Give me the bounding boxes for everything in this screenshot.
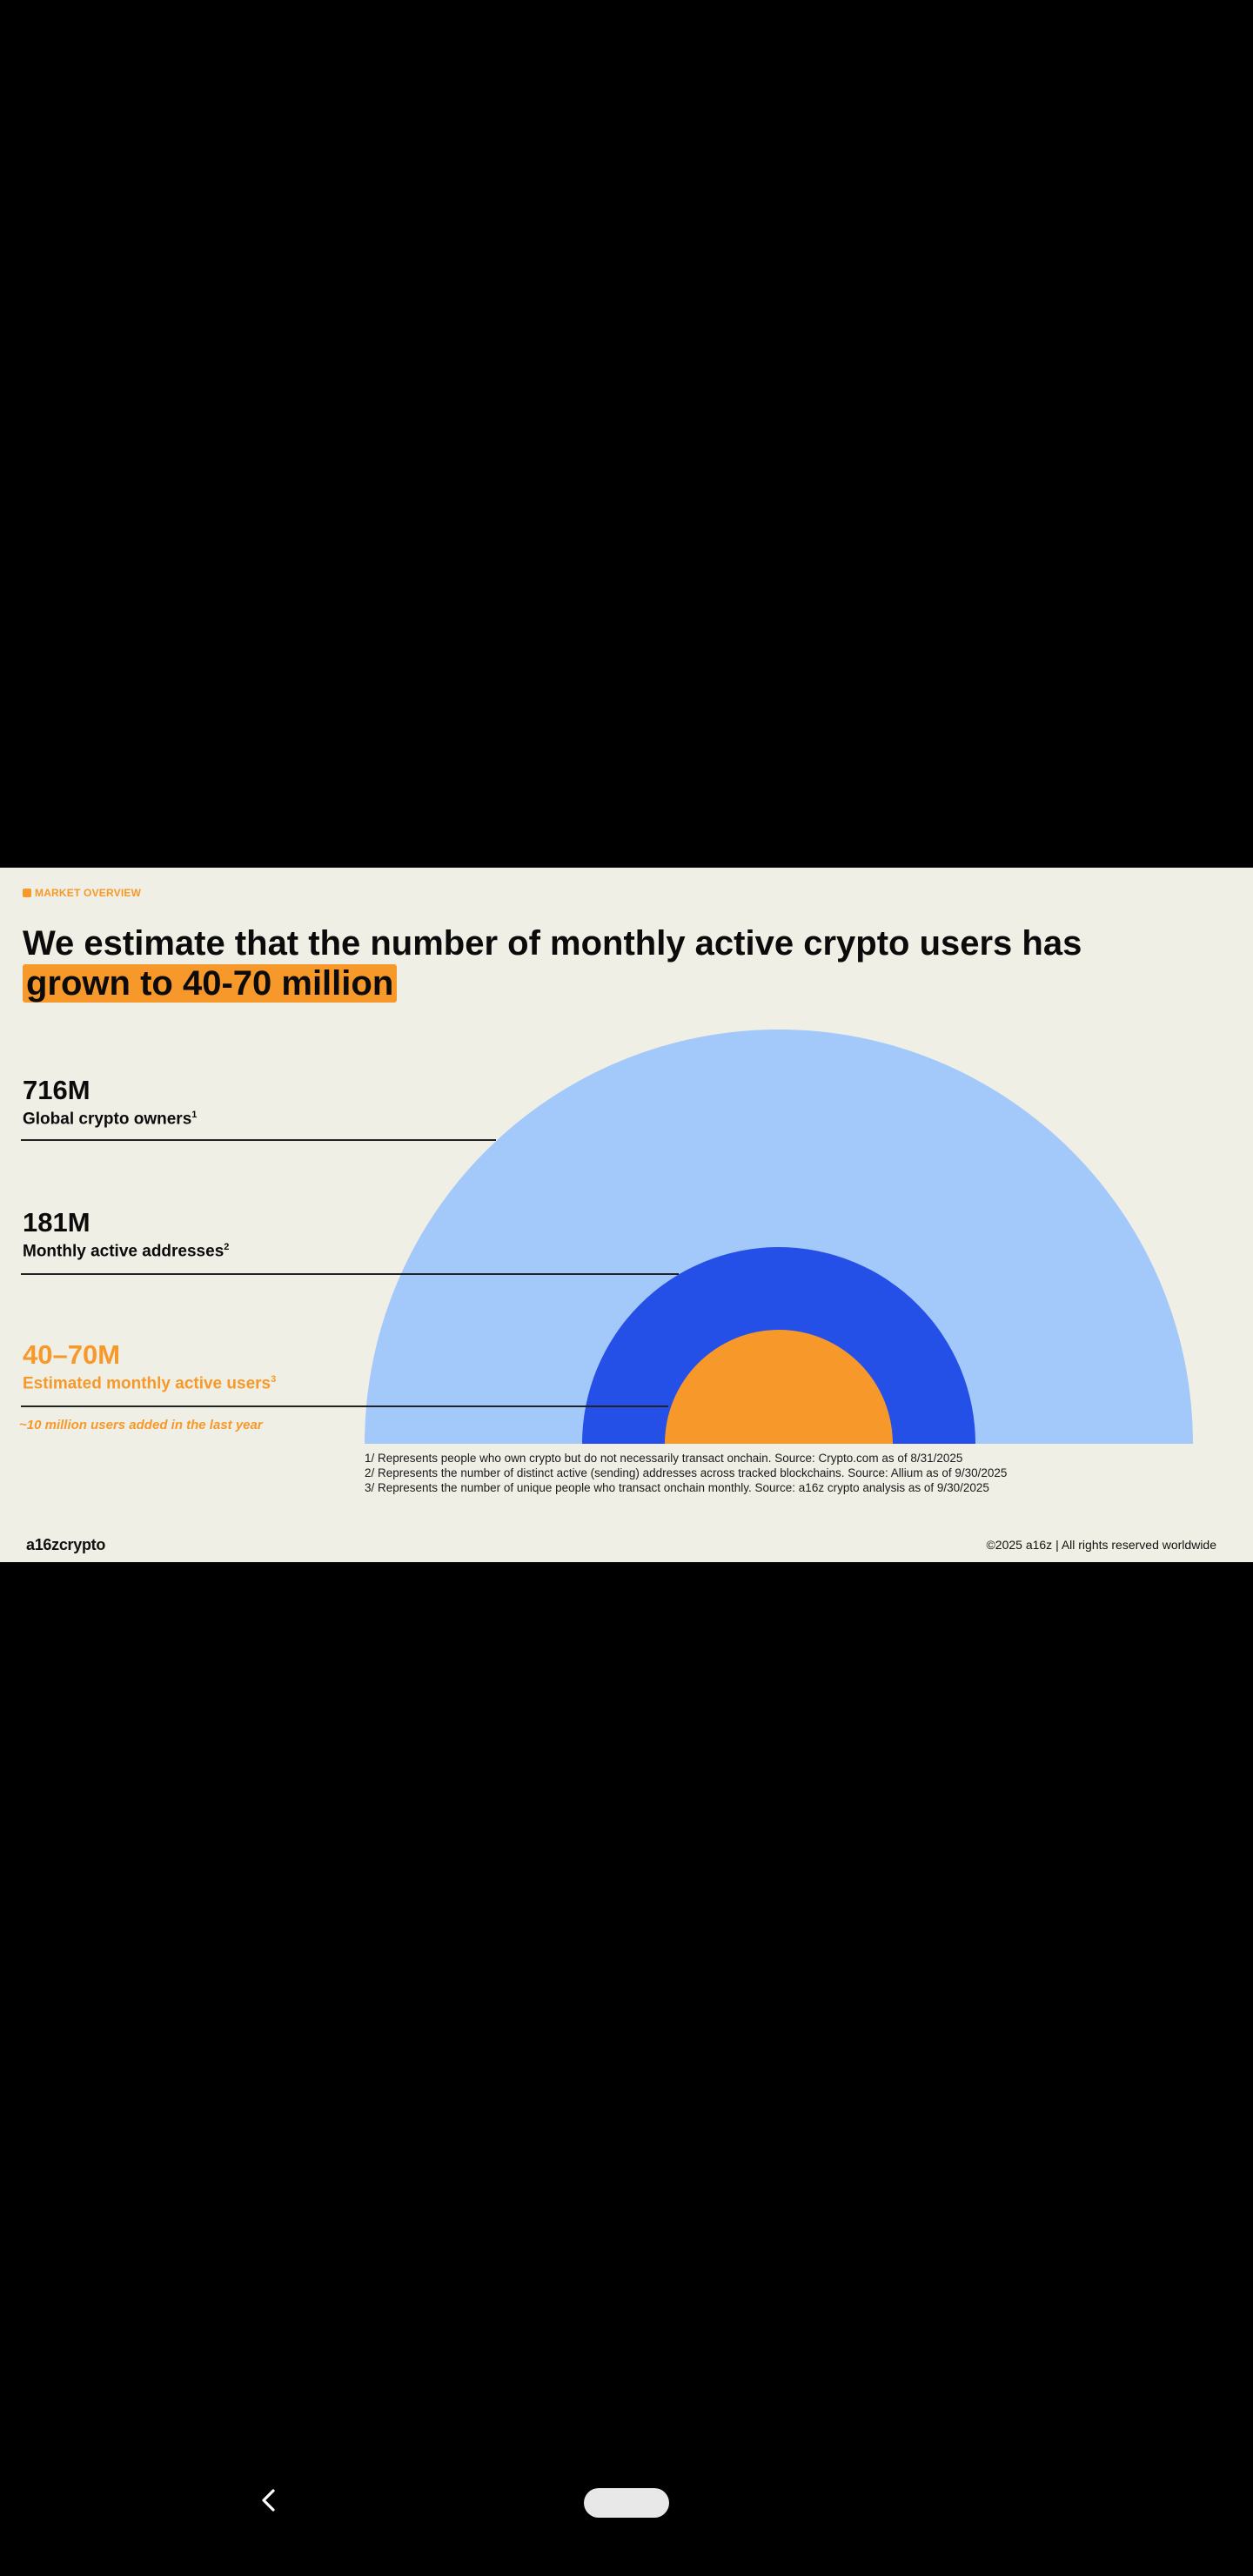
slide: MARKET OVERVIEW We estimate that the num…: [0, 868, 1253, 1562]
growth-note: ~10 million users added in the last year: [19, 1418, 263, 1432]
chevron-left-icon[interactable]: [258, 2489, 280, 2512]
headline-prefix: We estimate that the number of monthly a…: [23, 924, 1082, 963]
home-pill-icon[interactable]: [584, 2488, 669, 2518]
stat-owners-label: Global crypto owners1: [23, 1110, 198, 1129]
footnote-3: 3/ Represents the number of unique peopl…: [365, 1481, 989, 1494]
section-square-icon: [23, 889, 31, 897]
divider-owners: [21, 1139, 496, 1141]
copyright: ©2025 a16z | All rights reserved worldwi…: [986, 1538, 1216, 1552]
arc-monthly-active-users: [665, 1330, 893, 1444]
divider-addresses: [21, 1273, 679, 1275]
headline: We estimate that the number of monthly a…: [23, 923, 1154, 1003]
footnote-1: 1/ Represents people who own crypto but …: [365, 1452, 963, 1465]
section-label: MARKET OVERVIEW: [23, 887, 141, 899]
a16z-logo: a16zcrypto: [26, 1536, 106, 1553]
section-label-text: MARKET OVERVIEW: [35, 887, 142, 899]
stat-owners-value: 716M: [23, 1075, 90, 1105]
stat-users-value: 40–70M: [23, 1339, 121, 1370]
stat-addresses: 181M Monthly active addresses2: [23, 1207, 229, 1261]
stat-owners: 716M Global crypto owners1: [23, 1075, 197, 1129]
stat-addresses-label: Monthly active addresses2: [23, 1242, 230, 1261]
stat-addresses-value: 181M: [23, 1207, 90, 1238]
semicircle-chart: [365, 1030, 1193, 1444]
stat-users: 40–70M Estimated monthly active users3: [23, 1339, 276, 1393]
footnotes: 1/ Represents people who own crypto but …: [365, 1451, 1007, 1495]
footnote-2: 2/ Represents the number of distinct act…: [365, 1466, 1008, 1479]
stat-users-label: Estimated monthly active users3: [23, 1374, 277, 1393]
divider-users: [21, 1405, 668, 1407]
headline-highlight: grown to 40-70 million: [23, 964, 398, 1003]
arc-global-crypto-owners: [365, 1030, 1193, 1444]
